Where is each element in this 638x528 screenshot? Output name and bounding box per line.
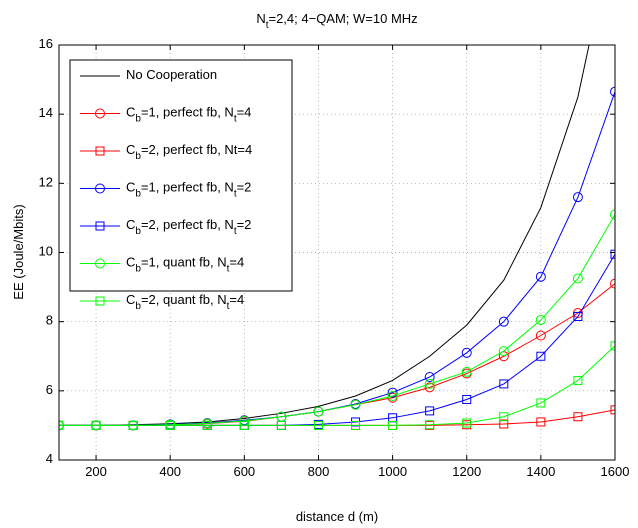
marker: [462, 418, 472, 428]
marker: [610, 86, 615, 97]
marker: [351, 420, 361, 430]
series-group: [59, 45, 615, 431]
marker: [95, 296, 105, 306]
x-tick-label: 800: [308, 464, 330, 479]
marker: [573, 412, 583, 422]
marker: [461, 366, 472, 377]
marker: [425, 406, 435, 416]
marker: [313, 406, 324, 417]
marker: [536, 351, 546, 361]
x-tick-label: 200: [85, 464, 107, 479]
marker: [535, 271, 546, 282]
x-tick-label: 1200: [452, 464, 481, 479]
y-tick-label: 10: [39, 244, 53, 259]
marker: [498, 346, 509, 357]
x-tick-label: 1600: [601, 464, 630, 479]
marker: [573, 311, 583, 321]
legend: No Cooperation Cb=1, perfect fb, Nt=4 Cb=2…: [69, 59, 293, 312]
series-line: [59, 45, 590, 426]
marker: [462, 394, 472, 404]
marker: [424, 382, 435, 393]
marker: [313, 420, 323, 430]
marker: [95, 108, 105, 119]
legend-label: Cb=1, quant fb, Nt=4: [126, 255, 244, 275]
y-tick-label: 6: [46, 382, 53, 397]
marker: [499, 379, 509, 389]
y-axis-label: EE (Joule/Mbits): [11, 204, 26, 299]
y-tick-label: 8: [46, 313, 53, 328]
legend-label: No Cooperation: [126, 67, 217, 82]
x-tick-label: 400: [159, 464, 181, 479]
marker: [95, 258, 105, 269]
marker: [425, 420, 435, 430]
marker: [572, 192, 583, 203]
marker: [165, 420, 175, 430]
legend-label: Cb=2, perfect fb, Nt=4: [126, 142, 252, 162]
marker: [387, 387, 398, 398]
x-tick-label: 600: [233, 464, 255, 479]
marker: [128, 420, 138, 430]
marker: [610, 249, 615, 259]
x-axis-label: distance d (m): [296, 509, 378, 524]
marker: [610, 209, 615, 220]
legend-label: Cb=1, perfect fb, Nt=4: [126, 105, 251, 125]
marker: [498, 316, 509, 327]
y-tick-label: 16: [39, 36, 53, 51]
marker: [239, 420, 249, 430]
legend-label: Cb=1, perfect fb, Nt=2: [126, 180, 251, 200]
series-line: [59, 345, 615, 426]
legend-box: [69, 59, 293, 292]
marker: [499, 412, 509, 422]
marker: [424, 372, 435, 382]
marker: [91, 420, 101, 430]
marker: [535, 314, 546, 325]
marker: [276, 420, 286, 430]
marker: [610, 405, 615, 415]
marker: [610, 341, 615, 351]
marker: [95, 146, 105, 156]
x-tick-label: 1400: [526, 464, 555, 479]
marker: [499, 419, 509, 429]
marker: [535, 330, 546, 341]
marker: [388, 420, 398, 430]
marker: [350, 399, 361, 410]
y-tick-label: 14: [39, 106, 53, 121]
marker: [95, 221, 105, 231]
marker: [387, 391, 398, 402]
marker: [95, 183, 105, 194]
marker: [498, 351, 509, 362]
y-tick-label: 12: [39, 175, 53, 190]
marker: [536, 417, 546, 427]
marker: [461, 347, 472, 358]
marker: [59, 420, 64, 430]
marker: [610, 278, 615, 289]
legend-label: Cb=2, quant fb, Nt=4: [126, 292, 244, 312]
marker: [202, 420, 212, 430]
marker: [424, 378, 435, 389]
chart-title: Nt=2,4; 4−QAM; W=10 MHz: [256, 11, 417, 31]
marker: [536, 398, 546, 408]
x-tick-label: 1000: [378, 464, 407, 479]
marker: [572, 273, 583, 284]
y-tick-label: 4: [46, 451, 53, 466]
marker: [573, 375, 583, 385]
legend-label: Cb=2, perfect fb, Nt=2: [126, 217, 251, 237]
